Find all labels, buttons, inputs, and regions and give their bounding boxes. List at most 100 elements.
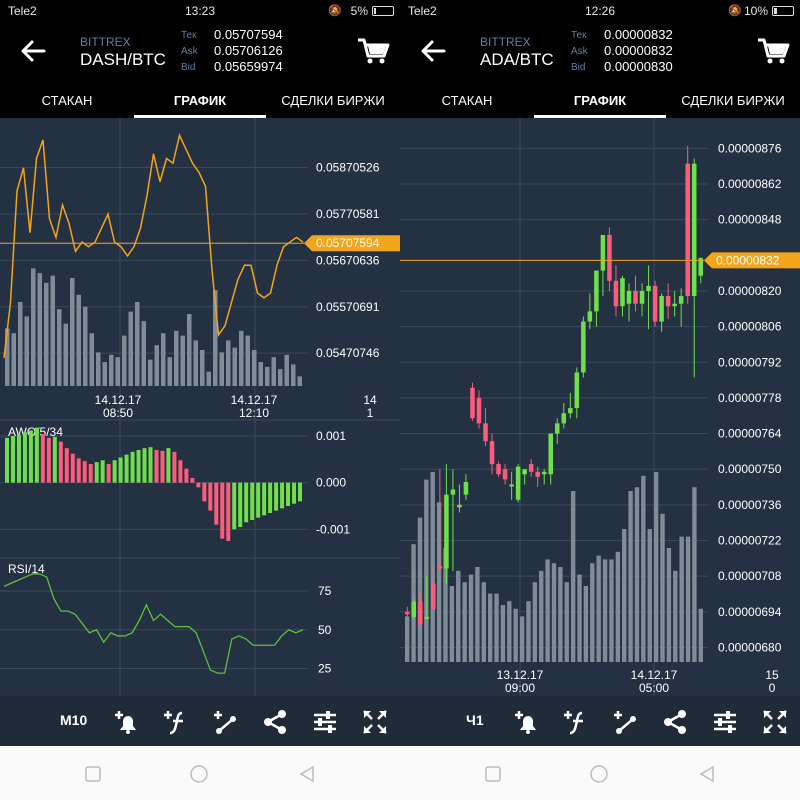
back-arrow-icon[interactable]	[20, 38, 46, 64]
price-axis-label: 0.00000876	[718, 141, 782, 155]
price-axis-label: 0.00000680	[718, 640, 782, 654]
price-axis-label: 0.00000862	[718, 177, 782, 191]
add-alert-icon[interactable]	[112, 709, 138, 735]
volume-bar	[31, 268, 36, 386]
price-axis-label: 0.00000708	[718, 569, 782, 583]
tab-order-book[interactable]: СТАКАН	[441, 93, 493, 108]
back-nav-icon[interactable]	[298, 765, 316, 783]
recent-apps-icon[interactable]	[84, 765, 102, 783]
tab-bar: СТАКАН ГРАФИК СДЕЛКИ БИРЖИ	[0, 84, 400, 118]
current-price-tag: 0.00000832	[716, 253, 780, 267]
volume-bar	[526, 601, 531, 662]
system-nav-bar	[400, 746, 800, 800]
volume-bar	[76, 294, 81, 386]
current-price-tag-bg	[304, 235, 400, 252]
ada-chart-svg[interactable]: 0.00000876 0.00000862 0.00000848 0.00000820…	[400, 118, 800, 696]
price-axis-label: 0.05470746	[316, 346, 380, 360]
volume-bar	[475, 567, 480, 662]
add-alert-icon[interactable]	[512, 709, 538, 735]
muted-bell-icon: 🔕	[728, 5, 742, 17]
cart-icon[interactable]	[356, 36, 390, 66]
candle-body	[691, 163, 697, 297]
awo-bar	[142, 448, 147, 483]
add-trendline-icon[interactable]	[212, 709, 238, 735]
awo-bar	[70, 453, 75, 483]
chart-area[interactable]: 0.05870526 0.05770581 0.05670636 0.05570691…	[0, 118, 400, 696]
back-nav-icon[interactable]	[698, 765, 716, 783]
candle-body	[424, 616, 430, 619]
tab-exchange-trades[interactable]: СДЕЛКИ БИРЖИ	[681, 93, 785, 108]
awo-bar	[52, 436, 57, 483]
price-axis-label: 0.00000736	[718, 498, 782, 512]
dash-btc-screen: Tele2 13:23 🔕 5% BITTREX DASH/BTC Тек 0.…	[0, 0, 400, 800]
tab-order-book[interactable]: СТАКАН	[41, 93, 93, 108]
settings-sliders-icon[interactable]	[312, 709, 338, 735]
home-icon[interactable]	[590, 765, 608, 783]
fullscreen-icon[interactable]	[362, 709, 388, 735]
timeframe-button[interactable]: Ч1	[466, 712, 484, 728]
candle-body	[581, 321, 586, 373]
tab-chart[interactable]: ГРАФИК	[173, 93, 227, 108]
settings-sliders-icon[interactable]	[712, 709, 738, 735]
rsi-line	[3, 573, 304, 674]
awo-bar	[286, 482, 291, 506]
dash-chart-svg[interactable]: 0.05870526 0.05770581 0.05670636 0.05570691…	[0, 118, 400, 696]
volume-bar	[18, 302, 23, 386]
volume-bar	[44, 282, 49, 386]
tab-exchange-trades[interactable]: СДЕЛКИ БИРЖИ	[281, 93, 385, 108]
volume-bar	[252, 350, 257, 386]
back-arrow-icon[interactable]	[420, 38, 446, 64]
add-indicator-icon[interactable]	[162, 709, 188, 735]
x-axis-date: 14.12.17	[231, 393, 278, 407]
candle-body	[496, 464, 501, 475]
awo-bar	[214, 482, 219, 525]
cart-icon[interactable]	[756, 36, 790, 66]
tab-bar: СТАКАН ГРАФИК СДЕЛКИ БИРЖИ	[400, 84, 800, 118]
candle-body	[594, 270, 599, 312]
volume-bar	[507, 601, 512, 662]
battery-fill	[774, 8, 777, 14]
awo-bar	[5, 437, 9, 483]
volume-bar	[660, 513, 665, 662]
add-trendline-icon[interactable]	[612, 709, 638, 735]
awo-bar	[208, 482, 213, 511]
volume-bar	[405, 616, 410, 662]
timeframe-button[interactable]: M10	[60, 712, 88, 728]
candle-body	[568, 408, 573, 414]
awo-bar	[244, 482, 249, 523]
awo-bar	[22, 432, 27, 483]
exchange-name: BITTREX	[80, 35, 131, 49]
volume-bar	[63, 323, 68, 386]
x-axis-time: 09:00	[505, 681, 535, 695]
fullscreen-icon[interactable]	[762, 709, 788, 735]
volume-bar	[545, 559, 550, 662]
price-axis-label: 0.00000806	[718, 320, 782, 334]
candle-body	[515, 466, 521, 500]
quote-ask-label: Ask	[571, 46, 588, 57]
awo-bar	[148, 447, 153, 483]
share-icon[interactable]	[262, 709, 288, 735]
candle-body	[437, 565, 443, 569]
add-indicator-icon[interactable]	[562, 709, 588, 735]
volume-bar	[213, 290, 218, 386]
tab-chart[interactable]: ГРАФИК	[573, 93, 627, 108]
recent-apps-icon[interactable]	[484, 765, 502, 783]
volume-bar	[174, 330, 179, 386]
candle-body	[483, 423, 488, 442]
chart-area[interactable]: 0.00000876 0.00000862 0.00000848 0.00000820…	[400, 118, 800, 696]
share-icon[interactable]	[662, 709, 688, 735]
awo-bar	[58, 441, 63, 483]
volume-bar	[456, 570, 461, 662]
volume-bar	[154, 345, 159, 386]
awo-bar	[298, 482, 302, 502]
candle-body	[502, 469, 508, 480]
volume-bar	[135, 302, 140, 386]
volume-bar	[89, 333, 94, 386]
carrier-name: Tele2	[408, 4, 437, 18]
awo-bar	[190, 478, 195, 483]
awo-bar	[10, 436, 15, 483]
rsi-title: RSI/14	[8, 562, 45, 576]
awo-bar	[160, 450, 165, 483]
volume-bar	[647, 529, 652, 662]
home-icon[interactable]	[190, 765, 208, 783]
